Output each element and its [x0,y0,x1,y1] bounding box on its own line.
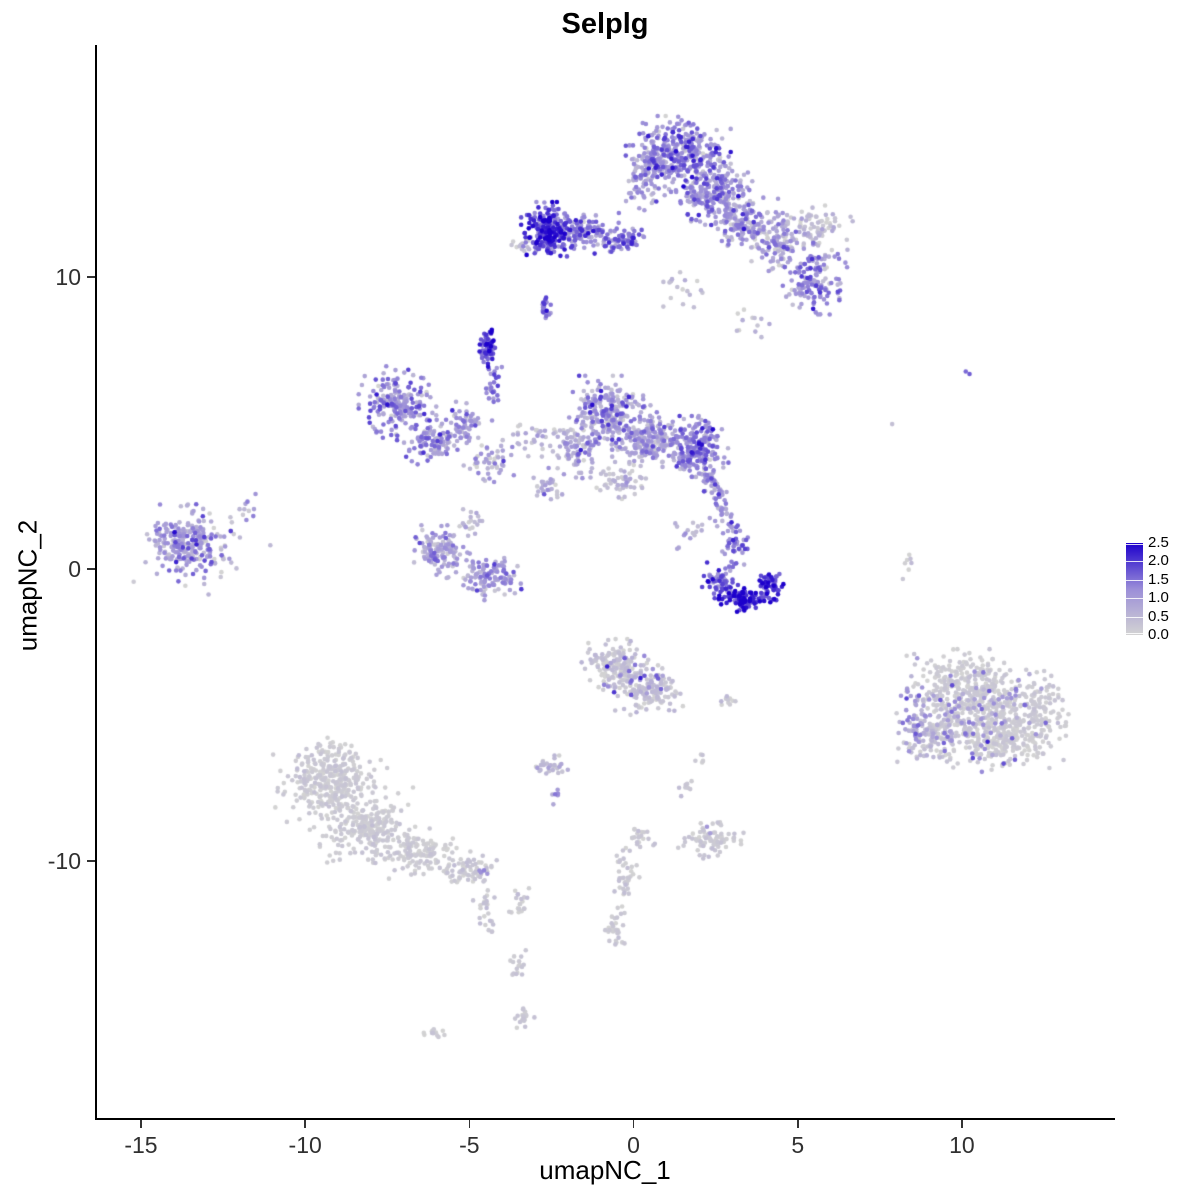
x-tick-mark [796,1120,799,1128]
x-tick-mark [632,1120,635,1128]
plot-panel [95,45,1115,1120]
y-tick-label: 0 [68,556,81,583]
colorbar-tick [1126,544,1143,545]
legend-tick-label: 0.0 [1148,626,1169,643]
legend-tick-label: 1.5 [1148,570,1169,588]
x-tick-label: 5 [791,1132,805,1158]
x-tick-mark [140,1120,142,1128]
colorbar-tick [1126,633,1143,634]
x-tick-label: -15 [124,1132,158,1158]
y-axis-label: umapNC_2 [12,519,43,652]
plot-title: Selplg [561,8,649,40]
x-tick-label: -10 [288,1132,322,1158]
y-tick-label: 10 [55,264,81,291]
y-tick-mark [87,568,95,570]
legend-tick-label: 2.5 [1148,534,1169,551]
x-tick-label: 0 [627,1132,640,1158]
x-tick-mark [468,1120,471,1128]
colorbar-tick [1126,579,1143,581]
y-tick-mark [87,860,95,862]
x-tick-label: 10 [949,1132,975,1158]
legend-tick-label: 1.0 [1148,589,1169,607]
y-tick-label: -10 [47,848,81,875]
colorbar-legend: 2.5 2.0 1.5 1.0 0.5 0.0 [1126,535,1200,643]
colorbar-tick [1126,598,1143,600]
scatter-canvas [97,45,1115,1118]
x-axis-label: umapNC_1 [539,1155,671,1185]
y-tick-mark [87,276,95,278]
colorbar-tick [1126,616,1143,618]
legend-tick-label: 0.5 [1148,607,1169,625]
colorbar-tick [1126,561,1143,563]
x-tick-mark [961,1120,963,1128]
x-tick-mark [304,1120,306,1128]
x-tick-label: -5 [459,1132,480,1158]
legend-tick-label: 2.0 [1148,552,1169,570]
colorbar-gradient [1126,543,1143,635]
